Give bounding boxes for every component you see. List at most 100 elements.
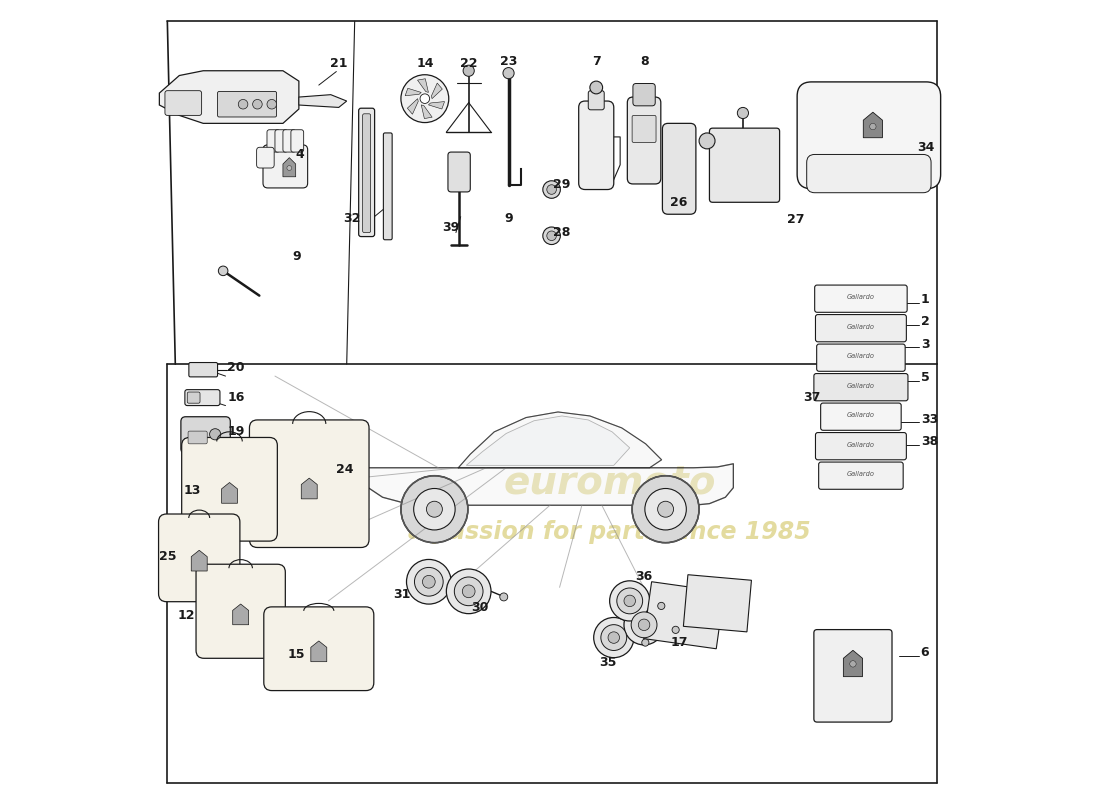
FancyBboxPatch shape [264,607,374,690]
Polygon shape [233,604,249,625]
Circle shape [415,567,443,596]
Circle shape [503,67,514,78]
Text: 34: 34 [916,142,934,154]
FancyBboxPatch shape [815,285,908,312]
Text: 1: 1 [921,293,929,306]
Circle shape [253,99,262,109]
Circle shape [422,575,436,588]
FancyBboxPatch shape [187,392,200,403]
Text: 26: 26 [671,196,688,209]
Circle shape [210,429,221,440]
Text: 39: 39 [442,221,459,234]
FancyBboxPatch shape [815,433,906,460]
Circle shape [547,231,557,241]
Text: 23: 23 [499,55,517,68]
Text: Gallardo: Gallardo [847,412,874,418]
FancyBboxPatch shape [275,130,288,152]
Text: 14: 14 [416,57,433,70]
Circle shape [850,661,856,667]
FancyBboxPatch shape [816,344,905,371]
Circle shape [547,185,557,194]
Text: 8: 8 [640,55,648,68]
Text: 32: 32 [343,212,361,225]
FancyBboxPatch shape [710,128,780,202]
Circle shape [219,266,228,276]
Circle shape [447,569,491,614]
Text: euromoto: euromoto [504,465,716,502]
Circle shape [737,107,748,118]
Text: 28: 28 [553,226,571,239]
Text: 27: 27 [786,214,804,226]
FancyBboxPatch shape [384,133,392,240]
Text: 9: 9 [293,250,301,263]
Polygon shape [683,574,751,632]
FancyBboxPatch shape [448,152,471,192]
Polygon shape [160,70,299,123]
Text: 20: 20 [227,362,244,374]
Circle shape [594,618,634,658]
Text: 22: 22 [460,57,477,70]
Text: 6: 6 [921,646,929,659]
Text: 37: 37 [804,391,821,404]
FancyBboxPatch shape [814,630,892,722]
Circle shape [542,181,560,198]
Text: Gallardo: Gallardo [847,294,874,300]
FancyBboxPatch shape [818,462,903,490]
Circle shape [239,99,248,109]
Text: 12: 12 [178,609,195,622]
Circle shape [499,593,508,601]
Circle shape [658,502,673,517]
Polygon shape [844,650,862,677]
Circle shape [460,583,467,591]
FancyBboxPatch shape [158,514,240,602]
Polygon shape [418,78,428,93]
FancyBboxPatch shape [189,362,218,377]
Circle shape [590,81,603,94]
FancyBboxPatch shape [798,82,940,189]
Circle shape [601,625,627,650]
Circle shape [624,595,636,606]
FancyBboxPatch shape [290,130,304,152]
Circle shape [267,99,276,109]
Circle shape [454,577,483,606]
FancyBboxPatch shape [256,147,274,168]
FancyBboxPatch shape [632,83,656,106]
Polygon shape [428,102,444,109]
Polygon shape [644,582,724,649]
Text: 29: 29 [553,178,571,191]
Circle shape [672,626,679,634]
Text: a passion for parts since 1985: a passion for parts since 1985 [408,519,811,543]
Text: 21: 21 [330,57,348,70]
Text: 4: 4 [296,148,305,161]
Text: 5: 5 [921,371,929,384]
Text: 33: 33 [921,413,938,426]
Text: 36: 36 [636,570,652,583]
Circle shape [420,94,430,103]
Polygon shape [459,412,661,468]
Polygon shape [466,416,629,466]
FancyBboxPatch shape [359,108,375,237]
Text: 35: 35 [598,657,616,670]
Circle shape [658,602,664,610]
Text: Gallardo: Gallardo [847,353,874,359]
Polygon shape [421,105,432,118]
Circle shape [632,476,700,542]
Polygon shape [365,464,734,506]
Text: 19: 19 [227,426,244,438]
Text: 16: 16 [227,391,244,404]
FancyBboxPatch shape [662,123,696,214]
FancyBboxPatch shape [363,114,371,233]
Text: 9: 9 [504,212,513,225]
Text: 38: 38 [921,435,938,448]
Circle shape [700,133,715,149]
Polygon shape [405,88,421,96]
Circle shape [624,605,664,645]
FancyBboxPatch shape [196,564,285,658]
Circle shape [463,65,474,76]
Polygon shape [283,158,296,177]
Circle shape [400,74,449,122]
Circle shape [414,489,455,530]
Circle shape [617,588,642,614]
Text: Gallardo: Gallardo [847,324,874,330]
Polygon shape [431,83,442,98]
